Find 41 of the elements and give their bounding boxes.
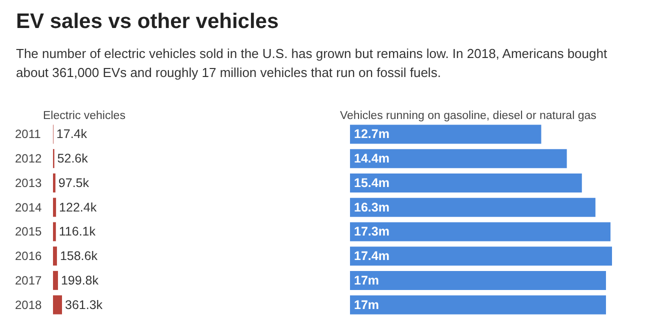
- bar: [350, 149, 567, 168]
- y-tick-label: 2016: [15, 249, 42, 264]
- bar: [350, 124, 542, 144]
- data-label: 17.4k: [56, 127, 88, 142]
- bar: [53, 295, 62, 314]
- data-label: 12.7m: [354, 127, 390, 142]
- bar: [53, 198, 56, 217]
- text: EV sales vs other vehicles: [16, 10, 279, 34]
- bar: [53, 222, 56, 242]
- data-label: 15.4m: [354, 176, 390, 190]
- data-label: 17m: [354, 273, 380, 288]
- y-tick-label: 2017: [15, 273, 42, 288]
- data-label: 97.5k: [58, 176, 90, 190]
- data-label: 16.3m: [354, 200, 390, 214]
- bar: [350, 198, 596, 217]
- data-label: 116.1k: [58, 224, 96, 239]
- bar: [350, 222, 610, 242]
- bar: [350, 173, 582, 192]
- data-label: 199.8k: [60, 273, 100, 288]
- y-tick-label: 2012: [15, 152, 42, 166]
- x-axis-title: Electric vehicles: [43, 110, 126, 122]
- bar: [53, 246, 57, 266]
- y-tick-label: 2013: [15, 176, 42, 190]
- data-label: 17m: [354, 298, 380, 312]
- bar: [53, 270, 58, 290]
- y-tick-label: 2018: [15, 298, 42, 312]
- data-label: 17.3m: [354, 224, 390, 239]
- text: The number of electric vehicles sold in the U.S. has grown but remains low. In 2018, Americans bought about 361,000 EVs and roughly 17 million vehicles that run on fossil fuels.: [16, 45, 608, 82]
- data-label: 14.4m: [354, 152, 390, 166]
- data-label: 158.6k: [60, 249, 98, 264]
- bar: [350, 270, 606, 290]
- bar: [350, 246, 612, 266]
- data-label: 122.4k: [59, 200, 98, 214]
- y-tick-label: 2011: [15, 127, 42, 142]
- x-axis-title: Vehicles running on gasoline, diesel or natural gas: [340, 110, 597, 122]
- data-label: 52.6k: [57, 152, 89, 166]
- y-tick-label: 2014: [15, 200, 42, 214]
- bar: [350, 295, 606, 314]
- data-label: 17.4m: [354, 249, 390, 264]
- y-tick-label: 2015: [15, 224, 42, 239]
- data-label: 361.3k: [65, 298, 104, 312]
